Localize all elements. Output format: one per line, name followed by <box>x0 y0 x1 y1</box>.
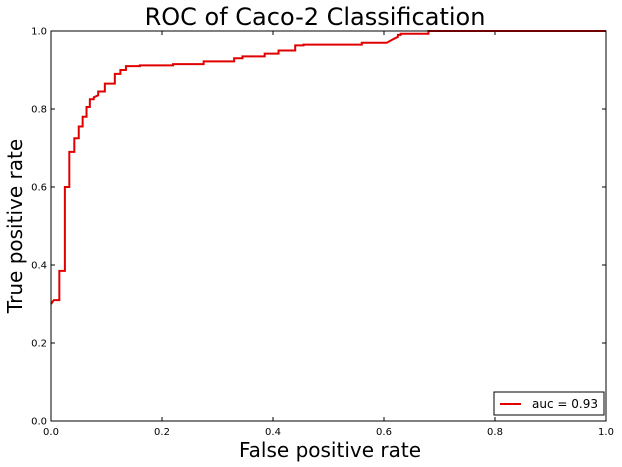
chart-title: ROC of Caco-2 Classification <box>145 3 486 31</box>
x-tick-label: 0.2 <box>154 427 170 438</box>
roc-curve-line <box>50 30 606 305</box>
x-axis-label: False positive rate <box>239 438 421 462</box>
x-tick-label: 0.6 <box>376 427 392 438</box>
y-tick-label: 0.4 <box>31 261 47 272</box>
x-tick-label: 0.4 <box>265 427 281 438</box>
axis-ticks: 0.0 0.2 0.4 0.6 0.8 1.0 0.0 0.2 0.4 0.6 0.8 1.0 <box>31 27 614 439</box>
series-layer <box>50 30 606 305</box>
x-tick-label: 1.0 <box>598 427 614 438</box>
y-tick-label: 1.0 <box>31 27 47 38</box>
y-tick-label: 0.8 <box>31 105 47 116</box>
legend: auc = 0.93 <box>493 391 605 416</box>
x-tick-label: 0.8 <box>487 427 503 438</box>
legend-box <box>493 391 605 416</box>
plot-frame <box>50 30 607 422</box>
y-axis-label: True positive rate <box>3 139 27 314</box>
y-tick-label: 0.2 <box>31 339 47 350</box>
legend-label: auc = 0.93 <box>532 397 598 411</box>
y-tick-label: 0.6 <box>31 183 47 194</box>
y-tick-label: 0.0 <box>31 417 47 428</box>
x-tick-label: 0.0 <box>43 427 59 438</box>
